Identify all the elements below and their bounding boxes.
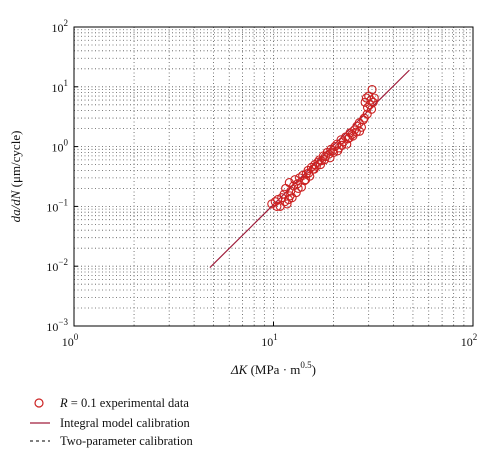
data-point xyxy=(280,197,290,207)
ticks: 100 101 102 10−3 10−2 10−1 100 101 102 xyxy=(46,18,477,349)
x-tick-label: 100 xyxy=(62,332,79,349)
legend-label-two-parameter: Two-parameter calibration xyxy=(60,434,193,448)
data-point xyxy=(367,84,377,95)
data-point xyxy=(351,127,361,137)
legend-label-integral: Integral model calibration xyxy=(60,416,191,430)
data-point xyxy=(345,128,355,138)
data-point xyxy=(344,133,354,143)
data-point xyxy=(342,139,352,149)
legend-label-experimental: R = 0.1 experimental data xyxy=(59,396,189,410)
data-point xyxy=(299,176,310,186)
y-axis-unit: (μm/cycle) xyxy=(8,131,23,191)
data-point xyxy=(301,175,311,185)
data-point xyxy=(337,140,347,150)
series-area xyxy=(209,69,410,268)
data-point xyxy=(285,191,295,201)
x-axis-unit-close: ) xyxy=(312,362,316,377)
legend-marker-experimental xyxy=(34,398,44,408)
data-point xyxy=(309,164,319,174)
data-point xyxy=(270,197,280,207)
data-point xyxy=(355,126,365,136)
data-point xyxy=(306,162,317,172)
data-point xyxy=(362,102,373,113)
data-point xyxy=(366,104,377,114)
x-axis-unit-exp: 0.5 xyxy=(300,360,312,370)
legend-label-experimental-prefix: R xyxy=(59,396,68,410)
data-point xyxy=(368,97,378,107)
y-axis-label: da/dN (μm/cycle) xyxy=(8,131,23,223)
y-tick-label: 10−2 xyxy=(46,257,68,274)
data-point xyxy=(272,201,282,211)
x-axis-label: ΔK (MPa · m0.5) xyxy=(230,360,316,377)
data-point xyxy=(293,183,303,193)
y-tick-label: 10−1 xyxy=(46,197,68,214)
x-tick-label: 102 xyxy=(461,332,478,349)
x-tick-label: 101 xyxy=(261,332,278,349)
y-tick-label: 102 xyxy=(52,18,69,35)
y-tick-label: 101 xyxy=(52,78,69,95)
data-point xyxy=(310,160,320,170)
grid xyxy=(74,27,473,326)
data-point xyxy=(294,173,305,183)
data-point xyxy=(369,93,379,103)
data-point xyxy=(319,155,329,165)
plot-frame xyxy=(73,26,474,327)
legend-label-experimental-suffix: = 0.1 experimental data xyxy=(68,396,190,410)
data-point xyxy=(282,199,292,209)
y-axis-symbol: da/dN xyxy=(8,189,23,222)
y-tick-label: 100 xyxy=(52,138,69,155)
legend: R = 0.1 experimental data Integral model… xyxy=(30,396,193,448)
x-axis-symbol: ΔK xyxy=(230,362,249,377)
y-tick-label: 10−3 xyxy=(46,317,68,334)
data-point xyxy=(336,135,346,145)
data-point xyxy=(329,147,339,157)
x-axis-unit-open: (MPa · m xyxy=(247,362,300,377)
